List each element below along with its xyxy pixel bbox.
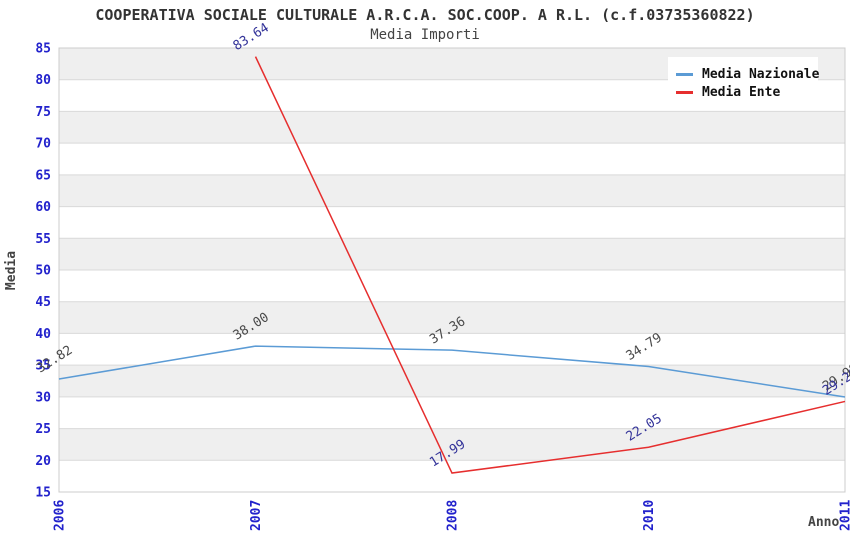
plot-band (59, 174, 845, 207)
plot-band (59, 238, 845, 270)
y-tick-label: 85 (35, 42, 51, 57)
y-tick-label: 65 (35, 168, 51, 183)
y-tick-label: 15 (35, 486, 51, 501)
x-tick-label: 2006 (53, 500, 68, 531)
y-tick-label: 70 (35, 137, 51, 152)
plot-border (58, 47, 846, 493)
legend-swatch-line-icon (676, 90, 693, 94)
series-line-media-ente (254, 56, 846, 474)
plot-band (59, 365, 845, 397)
y-tick-label: 55 (35, 232, 51, 247)
y-tick-label: 25 (35, 422, 51, 437)
plot-band (59, 206, 845, 239)
legend-label: Media Ente (702, 84, 781, 100)
plot-band (59, 111, 845, 144)
plot-band (59, 301, 845, 334)
series-line-media-nazionale (58, 345, 846, 398)
plot-band (59, 270, 845, 302)
y-tick-label: 30 (35, 390, 51, 405)
y-tick-label: 80 (35, 73, 51, 88)
plot-band (59, 428, 845, 461)
plot-band (59, 143, 845, 175)
x-axis-title: Anno (808, 515, 840, 530)
y-tick-label: 45 (35, 295, 51, 310)
chart-title: COOPERATIVA SOCIALE CULTURALE A.R.C.A. S… (95, 6, 755, 24)
legend-item-media-ente: Media Ente (676, 84, 818, 100)
legend-swatch-line-icon (676, 72, 693, 76)
legend-label: Media Nazionale (702, 66, 820, 82)
legend: Media Nazionale Media Ente (668, 57, 820, 109)
x-tick-label: 2007 (249, 500, 264, 531)
plot-band (59, 333, 845, 366)
plot-band (59, 396, 845, 429)
y-tick-label: 20 (35, 454, 51, 469)
y-tick-label: 75 (35, 105, 51, 120)
x-tick-label: 2010 (642, 500, 657, 531)
y-axis-title: Media (4, 250, 20, 291)
legend-item-media-nazionale: Media Nazionale (676, 66, 820, 82)
y-tick-label: 60 (35, 200, 51, 215)
chart-subtitle: Media Importi (370, 27, 480, 43)
plot-band (59, 460, 845, 492)
y-tick-label: 50 (35, 264, 51, 279)
x-tick-label: 2008 (446, 500, 461, 531)
y-tick-label: 40 (35, 327, 51, 342)
x-tick-label: 2011 (839, 500, 850, 531)
y-tick-label: 35 (35, 359, 51, 374)
